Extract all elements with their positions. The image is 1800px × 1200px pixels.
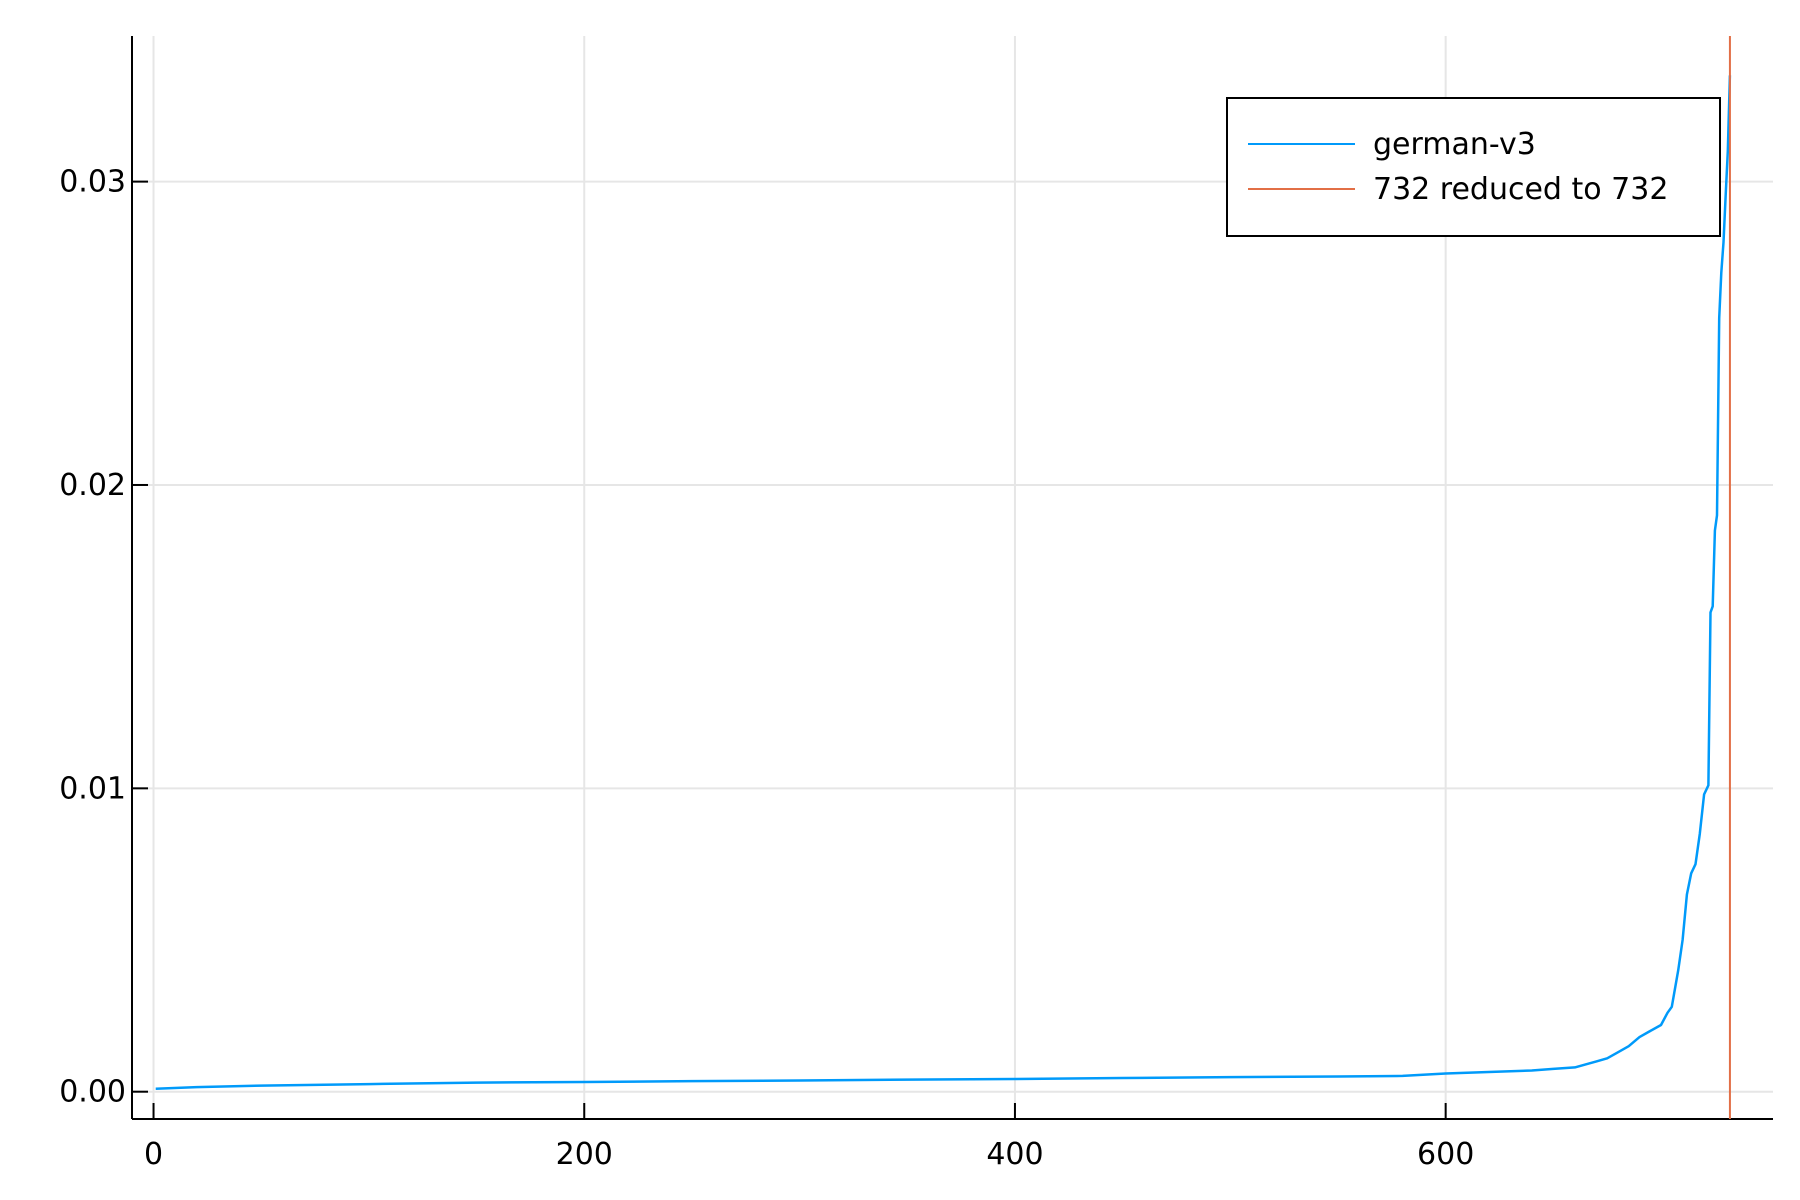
- tick-labels: 0 200 400 600 0.00 0.01 0.02 0.03: [59, 165, 1474, 1172]
- legend-label-german-v3: german-v3: [1373, 127, 1536, 162]
- y-tick-label: 0.02: [59, 468, 126, 503]
- y-tick-label: 0.03: [59, 165, 126, 200]
- x-tick-label: 200: [556, 1137, 613, 1172]
- axes: [131, 36, 1773, 1120]
- x-tick-label: 400: [986, 1137, 1043, 1172]
- x-tick-label: 600: [1417, 1137, 1474, 1172]
- series-line-german-v3: [155, 75, 1732, 1090]
- legend-label-732-reduced-to-732: 732 reduced to 732: [1373, 172, 1668, 207]
- legend: german-v3 732 reduced to 732: [1226, 97, 1721, 237]
- series-layer: [155, 36, 1732, 1119]
- y-tick-label: 0.01: [59, 771, 126, 806]
- legend-box: [1226, 97, 1721, 237]
- x-tick-label: 0: [144, 1137, 163, 1172]
- y-tick-label: 0.00: [59, 1075, 126, 1110]
